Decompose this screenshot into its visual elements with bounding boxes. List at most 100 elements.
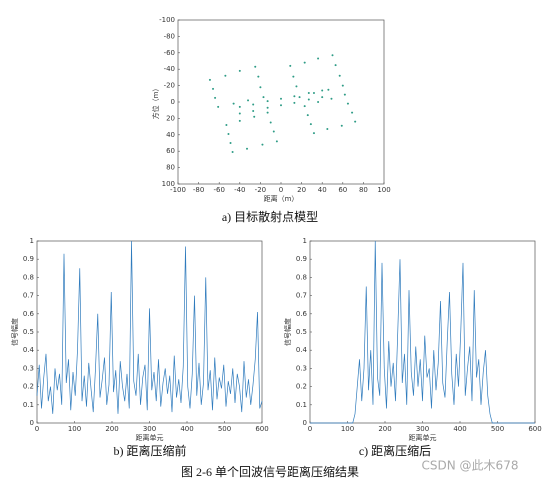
scatter-point [262,96,265,99]
y-tick-label: 0.9 [296,255,307,263]
scatter-point [343,93,346,96]
scatter-point [327,88,330,91]
scatter-point [275,140,278,143]
scatter-point [326,128,329,131]
scatter-point [266,100,269,103]
y-tick-label: -20 [164,82,175,90]
scatter-point [224,74,227,77]
scatter-point [252,110,255,113]
x-tick-label: 200 [105,425,118,433]
y-tick-label: 0.5 [296,328,307,336]
scatter-point [306,114,309,117]
watermark: CSDN @此木678 [422,459,519,473]
scatter-point [346,102,349,105]
y-tick-label: 0.1 [296,401,307,409]
y-tick-label: 0 [303,419,307,427]
scatter-point [254,65,257,68]
scatter-point [317,57,320,60]
scatter-point [225,123,228,126]
y-tick-label: 0.9 [23,255,34,263]
signal-line [36,240,263,414]
scatter-point [280,97,282,100]
y-tick-label: 0.1 [23,401,34,409]
scatter-point [298,96,301,99]
x-tick-label: 400 [180,425,193,433]
x-tick-label: 100 [377,186,390,194]
scatter-point [354,120,357,123]
y-tick-label: 100 [162,180,175,188]
x-tick-label: 300 [143,425,156,433]
y-tick-label: 0.4 [23,346,35,354]
scatter-point [331,54,334,57]
x-tick-label: -20 [255,186,266,194]
y-tick-label: 0.8 [23,273,34,281]
y-tick-label: 0.6 [296,310,308,318]
y-tick-label: 0.6 [23,310,35,318]
scatter-point [321,96,324,99]
y-tick-label: 0 [171,98,175,106]
scatter-point [266,106,269,109]
scatter-point [238,105,241,108]
x-tick-label: 200 [378,425,391,433]
scatter-point [229,142,232,144]
x-tick-label: 100 [68,425,81,433]
y-tick-label: 60 [166,147,175,155]
y-tick-label: -60 [164,49,175,57]
scatter-point [231,151,234,154]
figure-caption: 图 2-6 单个回波信号距离压缩结果 [181,464,359,479]
x-axis-label: 距离（m） [264,194,299,203]
scatter-point [293,101,296,104]
y-tick-label: -100 [159,16,175,24]
scatter-point [312,132,315,135]
scatter-point [212,87,215,90]
scatter-point [247,99,250,102]
scatter-point [309,123,312,126]
x-tick-label: 100 [341,425,354,433]
y-tick-label: 0.2 [296,383,307,391]
x-tick-label: 40 [318,186,327,194]
scatter-point [292,75,295,78]
y-tick-label: 0 [30,419,34,427]
scatter-point [289,64,292,67]
x-tick-label: 80 [359,186,368,194]
scatter-point [252,103,255,106]
scatter-point [259,86,262,89]
scatter-point [280,104,282,107]
scatter-point [232,102,235,105]
scatter-point [321,89,324,92]
y-tick-label: 1 [303,237,307,245]
x-axis-label: 距离单元 [409,433,437,442]
scatter-point [269,121,272,124]
y-tick-label: -40 [164,65,175,73]
y-tick-label: 0.7 [23,292,34,300]
scatter-point [238,119,241,122]
y-axis-label: 信号幅度 [283,318,292,346]
y-tick-label: 80 [166,164,175,172]
y-tick-label: 0.5 [23,328,34,336]
scatter-point [307,91,310,94]
scatter-point [253,115,256,118]
scatter-point [214,96,217,99]
scatter-point [272,130,275,133]
x-tick-label: 400 [453,425,466,433]
y-tick-label: 0.7 [296,292,307,300]
x-tick-label: -40 [234,186,245,194]
scatter-point [307,98,310,101]
scatter-point [351,111,354,114]
x-axis-label: 距离单元 [136,433,164,442]
x-tick-label: 0 [279,186,283,194]
scatter-point [303,105,306,108]
scatter-point [293,95,296,98]
scatter-point [217,105,220,108]
plot-area [36,240,263,424]
scatter-point [238,112,241,115]
scatter-point [261,143,264,146]
caption: c) 距离压缩后 [359,443,431,458]
y-tick-label: -80 [164,32,175,40]
plot-area [177,19,385,185]
caption: a) 目标散射点模型 [222,209,318,224]
y-tick-label: 40 [166,131,175,139]
x-tick-label: 500 [218,425,231,433]
signal-line [310,240,535,424]
